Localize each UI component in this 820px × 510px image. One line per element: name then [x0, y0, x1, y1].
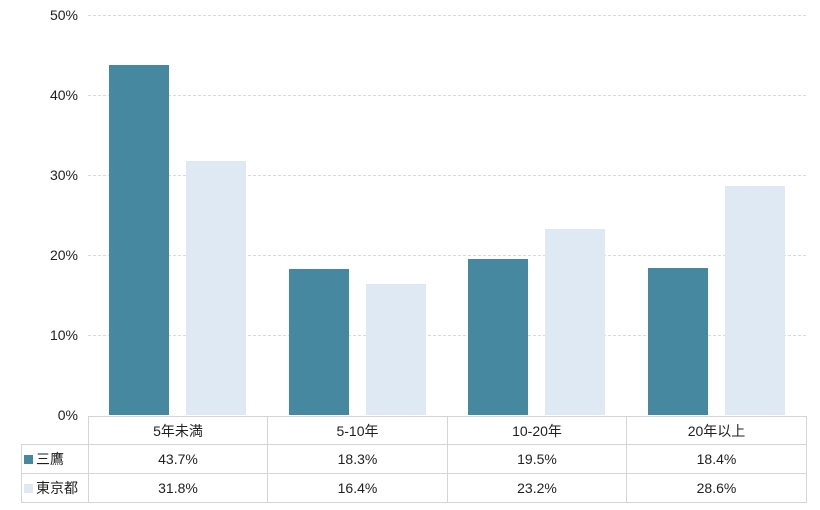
category-cell: 10-20年 — [447, 416, 627, 445]
bar-series1-cat0 — [186, 161, 246, 415]
gridline — [88, 95, 806, 96]
category-cell: 5-10年 — [267, 416, 448, 445]
value-cell: 43.7% — [88, 444, 268, 474]
gridline — [88, 15, 806, 16]
legend-swatch-icon — [24, 484, 33, 493]
gridline — [88, 255, 806, 256]
value-cell: 18.3% — [267, 444, 448, 474]
y-axis-tick-label: 50% — [49, 7, 78, 23]
table-corner-cell — [22, 417, 89, 445]
bar-series0-cat0 — [109, 65, 169, 415]
y-axis-tick-label: 0% — [57, 407, 78, 423]
value-cell: 16.4% — [267, 473, 448, 503]
category-cell: 20年以上 — [626, 416, 807, 445]
gridline — [88, 175, 806, 176]
value-cell: 19.5% — [447, 444, 627, 474]
value-cell: 31.8% — [88, 473, 268, 503]
y-axis-tick-label: 30% — [49, 167, 78, 183]
legend-swatch-icon — [24, 455, 33, 464]
value-cell: 18.4% — [626, 444, 807, 474]
bar-series1-cat2 — [545, 229, 605, 415]
bar-series1-cat3 — [725, 186, 785, 415]
legend-cell: 三鷹 — [21, 444, 89, 474]
series-name-label: 東京都 — [36, 480, 78, 496]
y-axis-tick-label: 40% — [49, 87, 78, 103]
gridline — [88, 335, 806, 336]
value-cell: 28.6% — [626, 473, 807, 503]
value-cell: 23.2% — [447, 473, 627, 503]
table-category-row: 5年未満 5-10年 10-20年 20年以上 — [22, 416, 807, 445]
table-series-row: 東京都 31.8% 16.4% 23.2% 28.6% — [21, 473, 807, 503]
bar-series0-cat2 — [468, 259, 528, 415]
data-table: 5年未満 5-10年 10-20年 20年以上三鷹 43.7% 18.3% 19.5% 18.… — [21, 416, 807, 503]
series-name-label: 三鷹 — [36, 451, 64, 467]
y-axis-tick-label: 10% — [49, 327, 78, 343]
category-cell: 5年未満 — [88, 416, 268, 445]
legend-cell: 東京都 — [21, 473, 89, 503]
y-axis-tick-label: 20% — [49, 247, 78, 263]
bar-series1-cat1 — [366, 284, 426, 415]
bar-series0-cat1 — [289, 269, 349, 415]
table-series-row: 三鷹 43.7% 18.3% 19.5% 18.4% — [21, 444, 807, 474]
bar-series0-cat3 — [648, 268, 708, 415]
